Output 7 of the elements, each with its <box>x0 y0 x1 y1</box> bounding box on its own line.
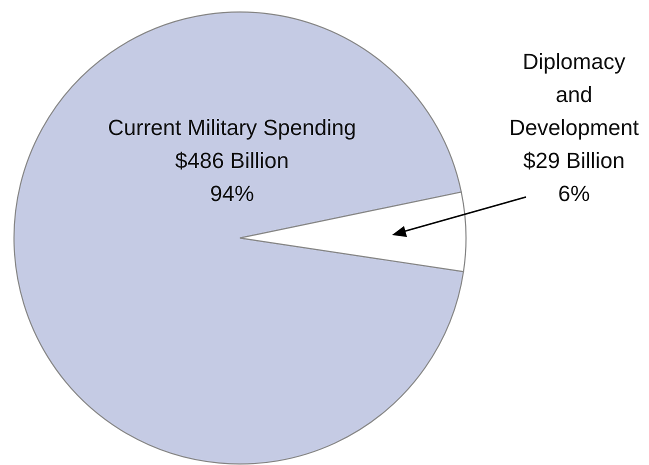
slice-label: Diplomacy and Development <box>509 49 639 140</box>
text: 6% <box>558 181 590 206</box>
data-label: $486 Billion <box>175 148 289 173</box>
text: 94% <box>210 181 254 206</box>
slice-label: Current Military Spending <box>108 115 356 140</box>
data-label: $29 Billion <box>523 148 625 173</box>
pie-slice <box>13 12 464 465</box>
